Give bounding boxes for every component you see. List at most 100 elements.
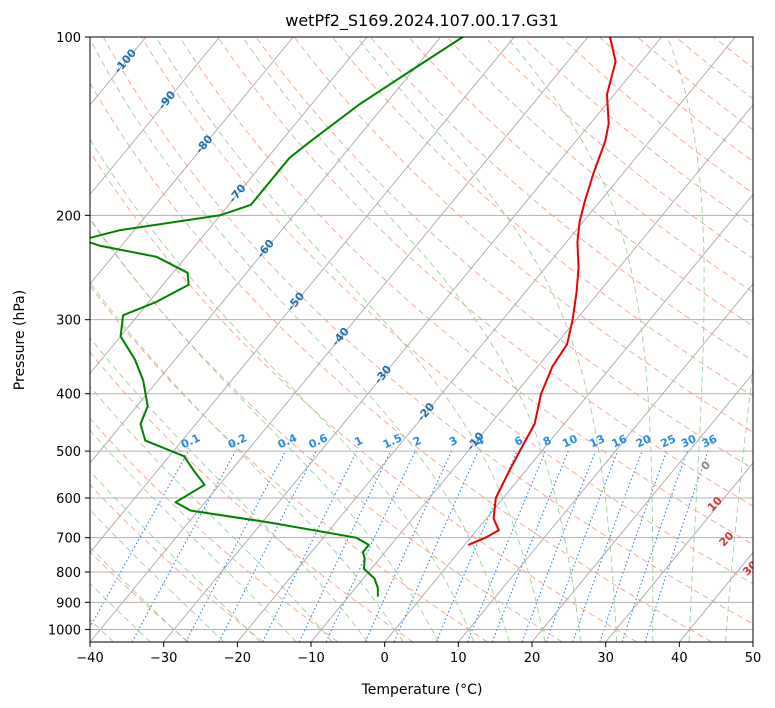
moist-adiabat-line [666,37,705,642]
moist-adiabat-line [155,37,546,642]
moist-adiabat-line [90,509,225,642]
y-axis-ticks: 100 200 300 400 500 600 700 800 900 1000 [48,31,90,638]
mixing-ratio-label: 16 [610,432,630,450]
mixing-ratio-line [491,450,569,642]
isotherm-line [90,37,589,642]
moist-adiabat-label: 30 [740,558,760,578]
mixing-ratio-label: 0.1 [179,431,202,451]
moist-adiabat-label: 40 [762,586,775,606]
mixing-ratio-label: 0.4 [276,431,299,451]
moist-adiabat-lines [90,37,775,642]
dry-adiabat-line [217,37,753,507]
dry-adiabat-line [90,285,488,642]
dry-adiabat-line [599,37,753,162]
mixing-ratio-line [262,450,358,642]
x-tick-label: −40 [76,651,103,666]
mixing-ratio-label: 0.2 [226,431,249,451]
moist-adiabat-line [90,337,369,642]
dry-adiabat-line [90,82,712,642]
moist-adiabat-line [90,385,333,642]
x-tick-label: 0 [381,651,389,666]
y-tick-label: 400 [56,388,81,403]
mixing-ratio-line [393,450,479,642]
moist-adiabat-line [762,37,775,642]
y-tick-label: 700 [56,532,81,547]
isotherm-line [163,37,662,642]
x-tick-label: −30 [150,651,177,666]
plot-frame [89,36,754,643]
isotherm-line [90,37,441,464]
isotherm-line [90,37,515,554]
mixing-ratio-label: 25 [659,432,678,450]
mixing-ratio-line [298,450,392,642]
dry-adiabat-line [446,37,753,293]
plot-background: -100-90-80-70-60-50-40-30-20-100.1 0.2 0.4… [0,37,775,642]
mixing-ratio-line [545,450,619,642]
isotherm-line [384,193,753,642]
y-tick-label: 200 [56,209,81,224]
y-tick-label: 900 [56,596,81,611]
mixing-ratio-line [467,450,547,642]
pressure-grid [90,37,753,630]
isotherm-line [90,37,220,196]
x-tick-label: 30 [597,651,614,666]
x-tick-label: −10 [297,651,324,666]
mixing-ratio-label: 2 [411,434,423,449]
profile-lines [90,37,617,597]
mixing-ratio-label: 36 [700,432,720,450]
y-tick-label: 300 [56,314,81,329]
mixing-ratio-line [572,450,643,642]
y-tick-label: 500 [56,445,81,460]
background-line-labels: -100-90-80-70-60-50-40-30-20-100.1 0.2 0.4… [112,46,775,606]
dry-adiabat-line [713,37,753,69]
x-axis-ticks: −40 −30 −20 −10 0 10 20 30 40 50 [76,642,761,666]
mixing-ratio-label: 13 [588,432,607,450]
y-tick-label: 800 [56,566,81,581]
dry-adiabat-line [293,37,753,433]
dry-adiabat-line [332,37,753,397]
mixing-ratio-line [90,450,190,629]
moist-adiabat-line [90,217,439,642]
x-tick-label: 10 [450,651,467,666]
isotherm-line [0,37,72,642]
mixing-ratio-line [131,450,236,642]
moist-adiabat-line [90,546,188,642]
dry-adiabat-line [370,37,753,362]
x-axis-label: Temperature (°C) [361,682,483,698]
dry-adiabat-line [90,484,264,642]
mixing-ratio-label: 3 [447,434,459,449]
moist-adiabat-line [90,37,510,642]
chart-title: wetPf2_S169.2024.107.00.17.G31 [285,11,559,31]
dry-adiabat-line [90,351,414,642]
moist-adiabat-line [356,37,618,642]
dewpoint-line [90,37,464,597]
moist-adiabat-line [90,138,475,642]
mixing-ratio-label: 8 [541,434,553,449]
moist-adiabat-line [90,429,297,642]
mixing-ratio-label: 1 [353,434,365,449]
temperature-line [467,37,617,546]
dry-adiabat-line [560,37,753,194]
dry-adiabat-lines [90,37,753,642]
moist-adiabat-line [90,470,261,642]
isotherm-lines [0,37,753,642]
mixing-ratio-line [364,450,453,642]
mixing-ratio-line [644,450,709,642]
mixing-ratio-label: 10 [560,432,580,450]
mixing-ratio-label: 30 [679,432,699,450]
dry-adiabat-line [179,37,753,546]
dry-adiabat-line [90,218,563,642]
y-tick-label: 1000 [48,623,81,638]
isotherm-line [90,37,368,375]
dry-adiabat-line [103,37,753,625]
x-tick-label: 20 [524,651,541,666]
dry-adiabat-line [484,37,753,260]
dry-adiabat-line [90,151,638,642]
moist-adiabat-line [506,37,654,642]
moist-adiabat-line [242,37,582,642]
isotherm-line [531,372,753,642]
mixing-ratio-label: 20 [634,432,654,450]
mixing-ratio-line [621,450,688,642]
isotherm-line [457,283,753,642]
